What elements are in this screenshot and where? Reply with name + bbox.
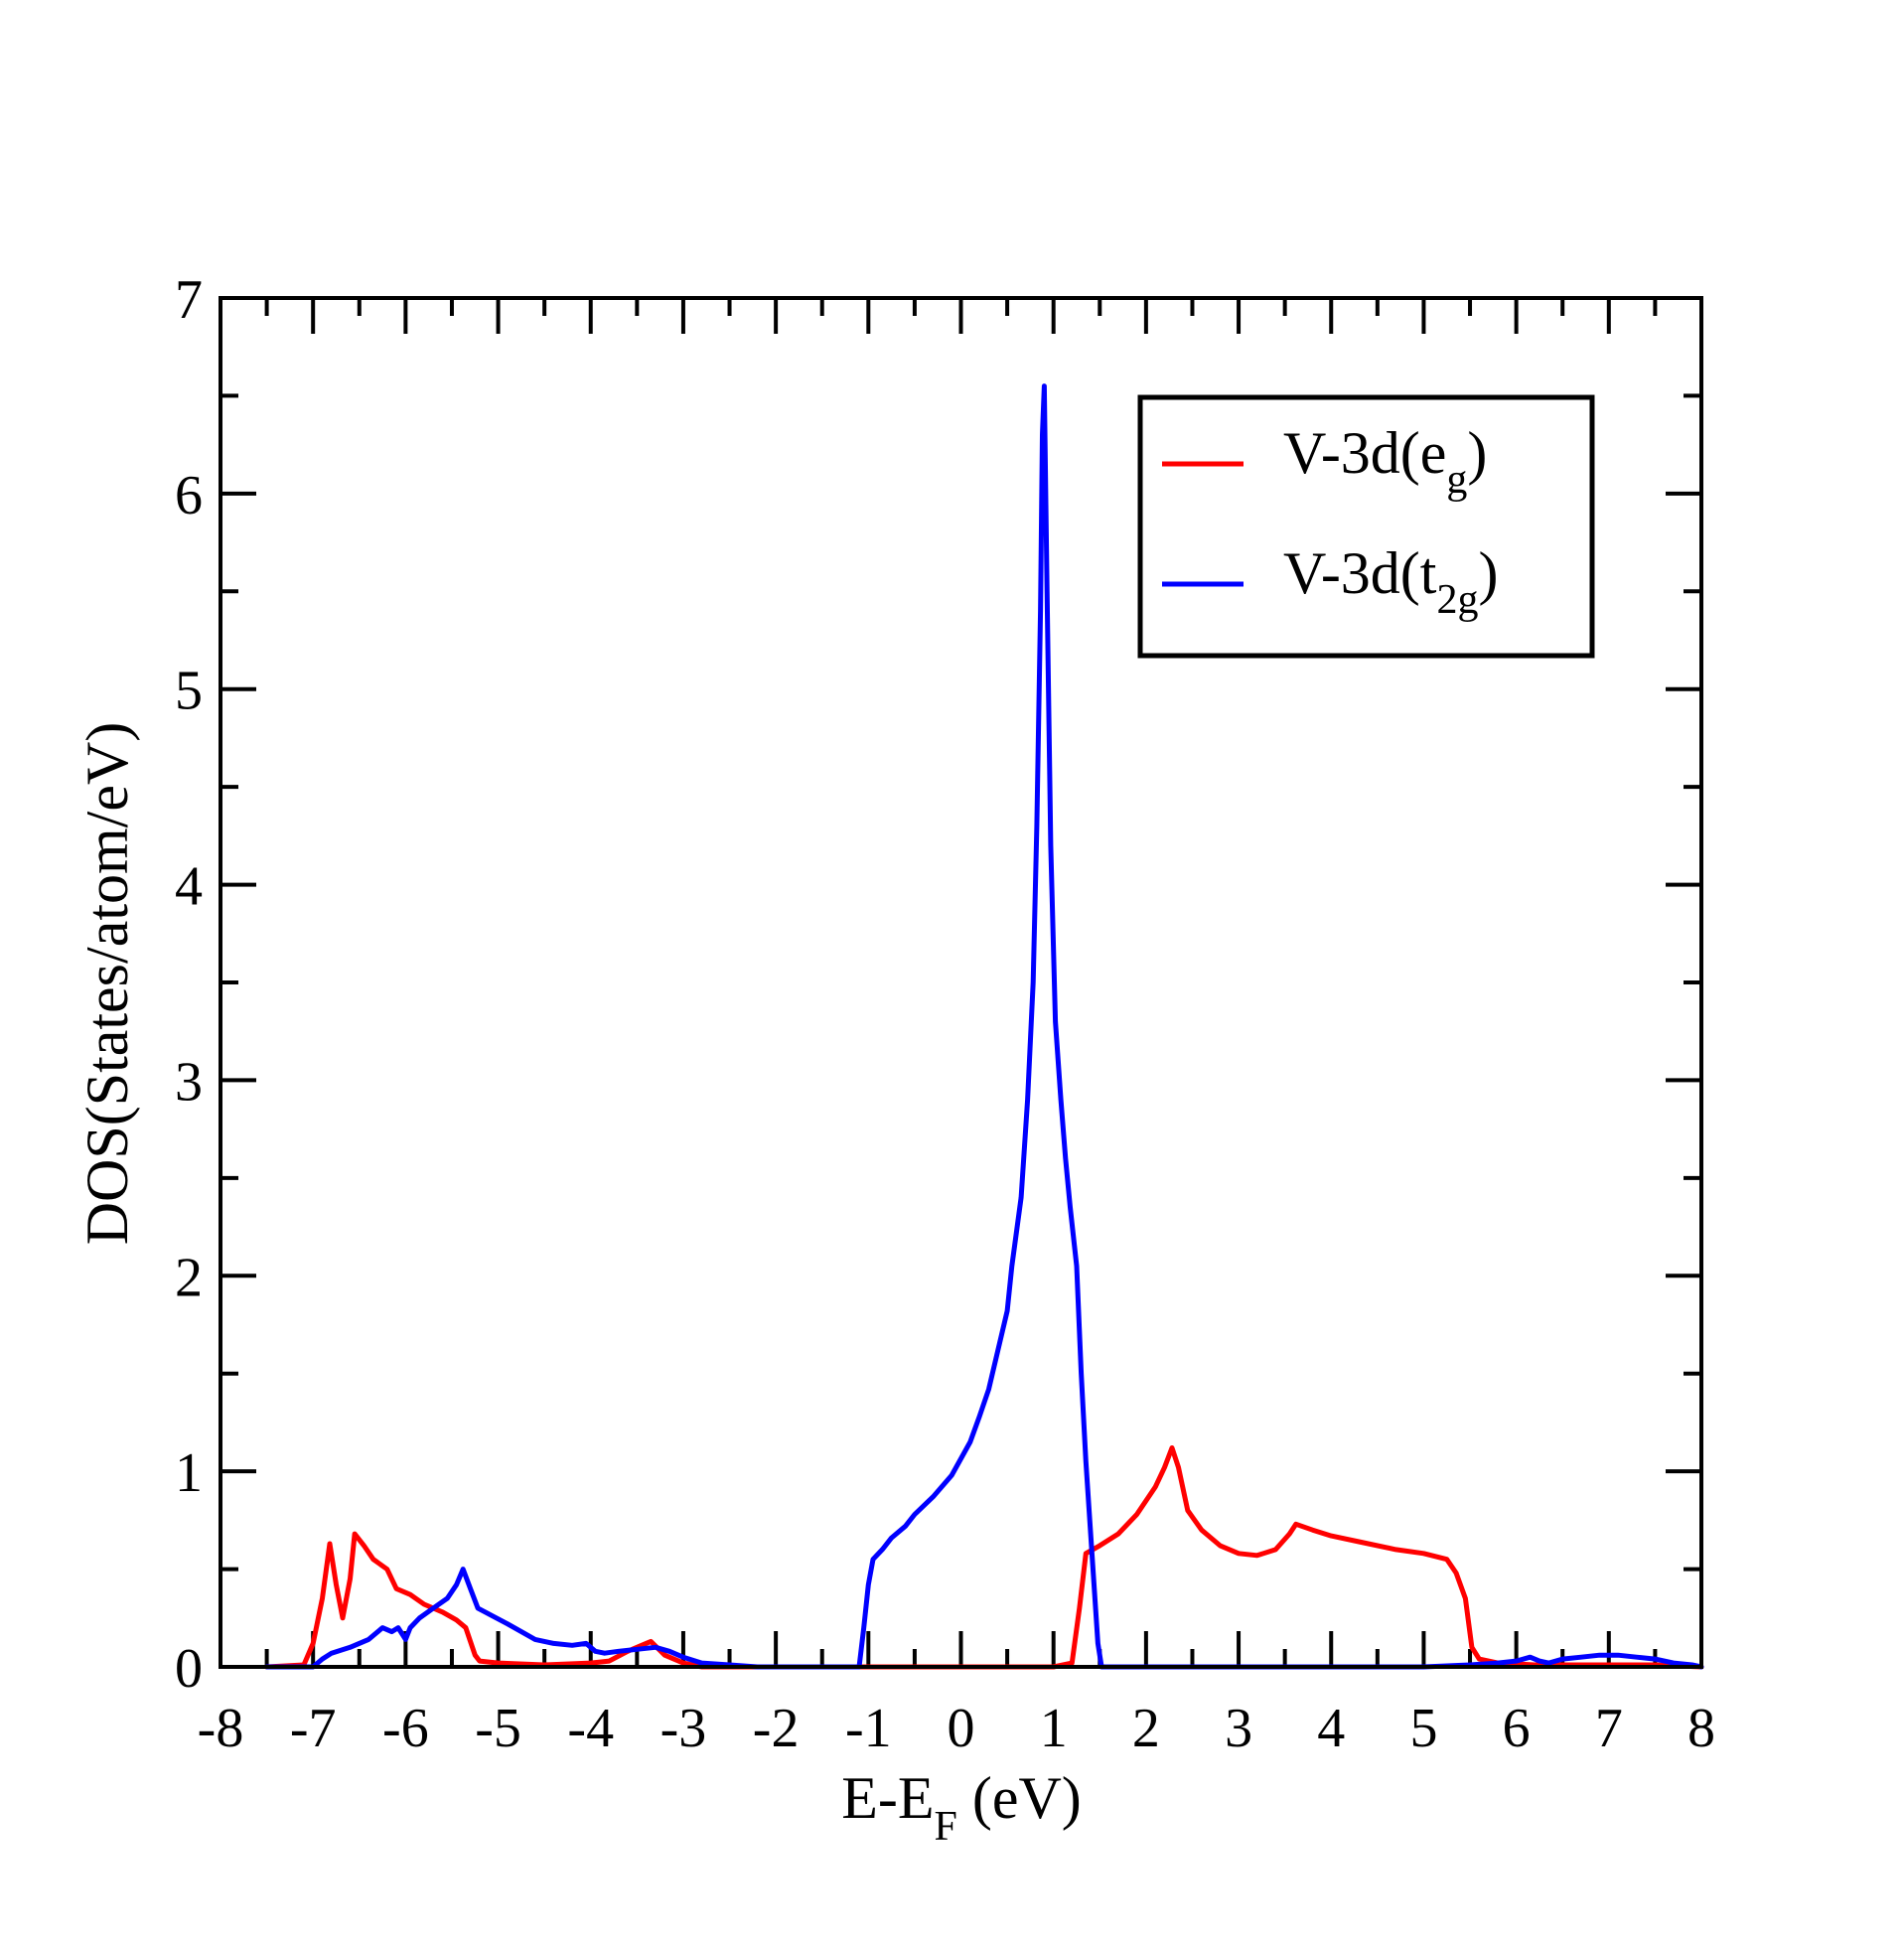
y-axis-ticks: 0 1 2 3 4 5 6 7 [175,269,1701,1700]
x-tick-label: -7 [290,1698,337,1759]
legend-label-t2g-subscript: 2g [1436,577,1478,623]
legend-label-t2g-main: V-3d(t [1283,540,1437,606]
x-axis-ticks: -8 -7 -6 -5 -4 -3 -2 -1 0 1 2 3 4 5 6 7 8 [198,298,1715,1759]
x-tick-label: -6 [382,1698,429,1759]
x-axis-title-suffix: (eV) [957,1765,1082,1831]
x-axis-title: E-EF (eV) [841,1765,1082,1850]
x-axis-title-main: E-E [841,1765,934,1831]
x-tick-label: 2 [1132,1698,1160,1759]
x-tick-label: 3 [1225,1698,1252,1759]
legend-label-t2g-suffix: ) [1478,540,1498,606]
plot-frame [219,296,1703,1669]
x-tick-label: 5 [1409,1698,1437,1759]
x-tick-label: -1 [845,1698,892,1759]
legend-label-eg: V-3d(eg) [1283,420,1487,503]
y-tick-label: 4 [175,856,203,918]
legend-label-eg-main: V-3d(e [1283,420,1446,486]
y-tick-label: 5 [175,661,203,722]
y-tick-label: 3 [175,1051,203,1113]
x-tick-label: -8 [198,1698,244,1759]
x-tick-label: 8 [1687,1698,1715,1759]
x-tick-label: -3 [660,1698,707,1759]
legend-label-eg-suffix: ) [1467,420,1487,486]
x-tick-label: -4 [567,1698,614,1759]
x-tick-label: -5 [475,1698,521,1759]
y-tick-label: 6 [175,465,203,526]
x-tick-label: 4 [1317,1698,1345,1759]
x-tick-label: 0 [948,1698,975,1759]
legend-label-eg-subscript: g [1446,457,1467,503]
y-tick-label: 7 [175,269,203,331]
x-tick-label: 6 [1503,1698,1531,1759]
x-axis-title-subscript: F [935,1804,957,1850]
y-tick-label: 1 [175,1442,203,1504]
y-tick-label: 0 [175,1638,203,1700]
x-tick-label: 7 [1595,1698,1623,1759]
legend-box [1137,394,1595,659]
legend-label-t2g: V-3d(t2g) [1283,540,1498,623]
y-axis-title: DOS(States/atom/eV) [74,722,140,1246]
x-tick-label: 1 [1040,1698,1068,1759]
legend: V-3d(eg) V-3d(t2g) [1137,394,1595,659]
x-tick-label: -2 [753,1698,800,1759]
y-tick-label: 2 [175,1247,203,1308]
series-line-eg [264,1445,1704,1670]
